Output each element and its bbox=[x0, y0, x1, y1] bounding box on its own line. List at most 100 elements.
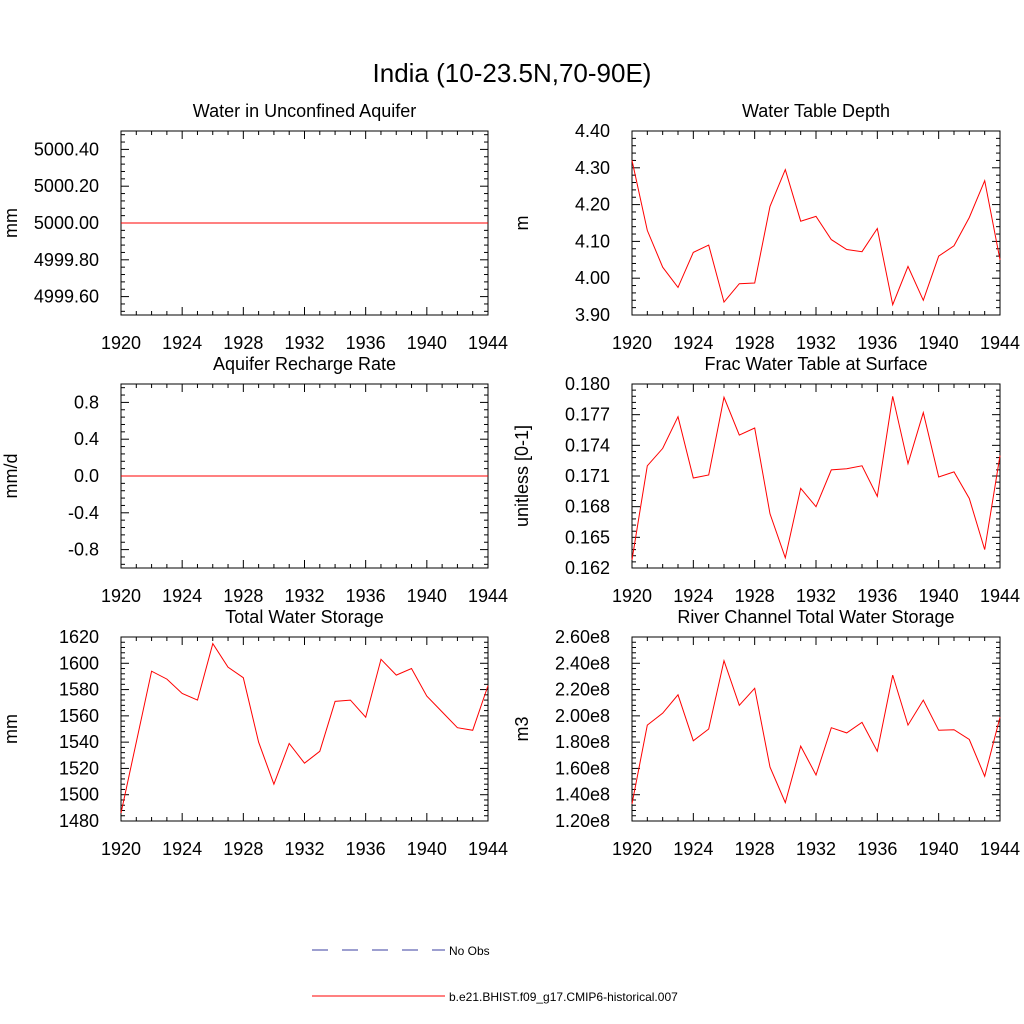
y-tick-label: 0.168 bbox=[565, 497, 610, 517]
x-tick-label: 1928 bbox=[735, 586, 775, 606]
x-tick-label: 1928 bbox=[735, 333, 775, 353]
legend-item-model: b.e21.BHIST.f09_g17.CMIP6-historical.007 bbox=[312, 990, 678, 1004]
x-tick-label: 1940 bbox=[407, 586, 447, 606]
y-tick-label: 4999.60 bbox=[34, 287, 99, 307]
legend-item-no-obs: No Obs bbox=[312, 944, 490, 958]
x-tick-label: 1924 bbox=[162, 333, 202, 353]
y-tick-label: 4.40 bbox=[575, 121, 610, 141]
panel-aquifer-recharge-rate: Aquifer Recharge Rate mm/d 1920 1924 1928 193… bbox=[1, 354, 508, 606]
x-tick-label: 1944 bbox=[468, 839, 508, 859]
x-tick-label: 1940 bbox=[919, 586, 959, 606]
y-tick-label: 1580 bbox=[59, 680, 99, 700]
x-tick-label: 1936 bbox=[346, 333, 386, 353]
y-tick-label: 5000.20 bbox=[34, 176, 99, 196]
y-tick-label: 1620 bbox=[59, 627, 99, 647]
x-tick-label: 1944 bbox=[980, 839, 1020, 859]
y-tick-label: 0.8 bbox=[74, 392, 99, 412]
y-tick-label: 1.20e8 bbox=[555, 811, 610, 831]
x-tick-label: 1936 bbox=[857, 839, 897, 859]
x-tick-label: 1932 bbox=[284, 333, 324, 353]
x-tick-label: 1932 bbox=[796, 333, 836, 353]
y-tick-label: 4999.80 bbox=[34, 250, 99, 270]
x-tick-label: 1940 bbox=[919, 333, 959, 353]
y-axis-label: m3 bbox=[512, 716, 532, 741]
x-tick-label: 1944 bbox=[980, 586, 1020, 606]
plot-frame bbox=[631, 383, 1001, 569]
x-tick-label: 1932 bbox=[284, 586, 324, 606]
panel-title: River Channel Total Water Storage bbox=[677, 607, 954, 627]
panel-frac-water-table-at-surface: Frac Water Table at Surface unitless [0-1… bbox=[512, 354, 1020, 606]
panel-title: Water in Unconfined Aquifer bbox=[193, 101, 416, 121]
y-tick-label: 0.162 bbox=[565, 558, 610, 578]
x-tick-label: 1924 bbox=[673, 839, 713, 859]
x-tick-label: 1932 bbox=[796, 839, 836, 859]
x-tick-label: 1944 bbox=[468, 333, 508, 353]
x-tick-label: 1936 bbox=[857, 586, 897, 606]
figure-title: India (10-23.5N,70-90E) bbox=[373, 58, 652, 88]
y-tick-label: 3.90 bbox=[575, 305, 610, 325]
x-tick-label: 1920 bbox=[612, 839, 652, 859]
x-tick-label: 1920 bbox=[101, 586, 141, 606]
y-tick-label: 4.00 bbox=[575, 268, 610, 288]
y-tick-label: -0.8 bbox=[68, 540, 99, 560]
legend: No Obs b.e21.BHIST.f09_g17.CMIP6-histori… bbox=[312, 944, 678, 1004]
y-tick-label: 4.10 bbox=[575, 231, 610, 251]
y-tick-label: 4.20 bbox=[575, 195, 610, 215]
y-tick-label: 0.0 bbox=[74, 466, 99, 486]
plot-frame bbox=[631, 130, 1001, 316]
x-tick-label: 1924 bbox=[673, 586, 713, 606]
panel-grid: Water in Unconfined Aquifer mm 1920 1924 192… bbox=[1, 101, 1020, 859]
y-tick-label: 4.30 bbox=[575, 158, 610, 178]
panel-title: Aquifer Recharge Rate bbox=[213, 354, 396, 374]
x-tick-label: 1936 bbox=[857, 333, 897, 353]
x-tick-label: 1920 bbox=[612, 333, 652, 353]
x-tick-label: 1928 bbox=[223, 586, 263, 606]
x-tick-label: 1932 bbox=[284, 839, 324, 859]
y-tick-label: 5000.00 bbox=[34, 213, 99, 233]
legend-label-model: b.e21.BHIST.f09_g17.CMIP6-historical.007 bbox=[449, 990, 678, 1004]
y-tick-label: 2.40e8 bbox=[555, 653, 610, 673]
y-tick-label: 1560 bbox=[59, 706, 99, 726]
panel-water-table-depth: Water Table Depth m 1920 1924 1928 1932 1936 19… bbox=[512, 101, 1020, 353]
legend-label-no-obs: No Obs bbox=[449, 944, 490, 958]
panel-title: Frac Water Table at Surface bbox=[704, 354, 927, 374]
y-tick-label: 1.80e8 bbox=[555, 732, 610, 752]
y-axis-label: unitless [0-1] bbox=[512, 425, 532, 527]
y-tick-label: 0.4 bbox=[74, 429, 99, 449]
x-tick-label: 1928 bbox=[223, 839, 263, 859]
plot-frame bbox=[120, 636, 489, 822]
x-tick-label: 1924 bbox=[162, 586, 202, 606]
y-tick-label: -0.4 bbox=[68, 503, 99, 523]
y-tick-label: 2.20e8 bbox=[555, 680, 610, 700]
y-tick-label: 0.165 bbox=[565, 527, 610, 547]
x-tick-label: 1928 bbox=[735, 839, 775, 859]
x-tick-label: 1936 bbox=[346, 839, 386, 859]
y-tick-label: 1480 bbox=[59, 811, 99, 831]
series-line bbox=[631, 658, 1001, 805]
y-tick-label: 1520 bbox=[59, 758, 99, 778]
x-tick-label: 1920 bbox=[612, 586, 652, 606]
plot-frame bbox=[631, 636, 1001, 822]
y-axis-label: mm/d bbox=[1, 454, 21, 499]
y-tick-label: 1.40e8 bbox=[555, 785, 610, 805]
panel-water-in-unconfined-aquifer: Water in Unconfined Aquifer mm 1920 1924 192… bbox=[1, 101, 508, 353]
y-tick-label: 2.60e8 bbox=[555, 627, 610, 647]
y-tick-label: 0.174 bbox=[565, 435, 610, 455]
y-tick-label: 1500 bbox=[59, 785, 99, 805]
x-tick-label: 1924 bbox=[162, 839, 202, 859]
series-line bbox=[120, 642, 489, 814]
y-axis-label: mm bbox=[1, 714, 21, 744]
x-tick-label: 1932 bbox=[796, 586, 836, 606]
x-tick-label: 1920 bbox=[101, 333, 141, 353]
x-tick-label: 1940 bbox=[919, 839, 959, 859]
y-tick-label: 2.00e8 bbox=[555, 706, 610, 726]
x-tick-label: 1944 bbox=[980, 333, 1020, 353]
y-tick-label: 0.171 bbox=[565, 466, 610, 486]
y-tick-label: 0.180 bbox=[565, 374, 610, 394]
x-tick-label: 1924 bbox=[673, 333, 713, 353]
series-line bbox=[631, 160, 1001, 307]
panel-title: Water Table Depth bbox=[742, 101, 890, 121]
y-tick-label: 1.60e8 bbox=[555, 758, 610, 778]
